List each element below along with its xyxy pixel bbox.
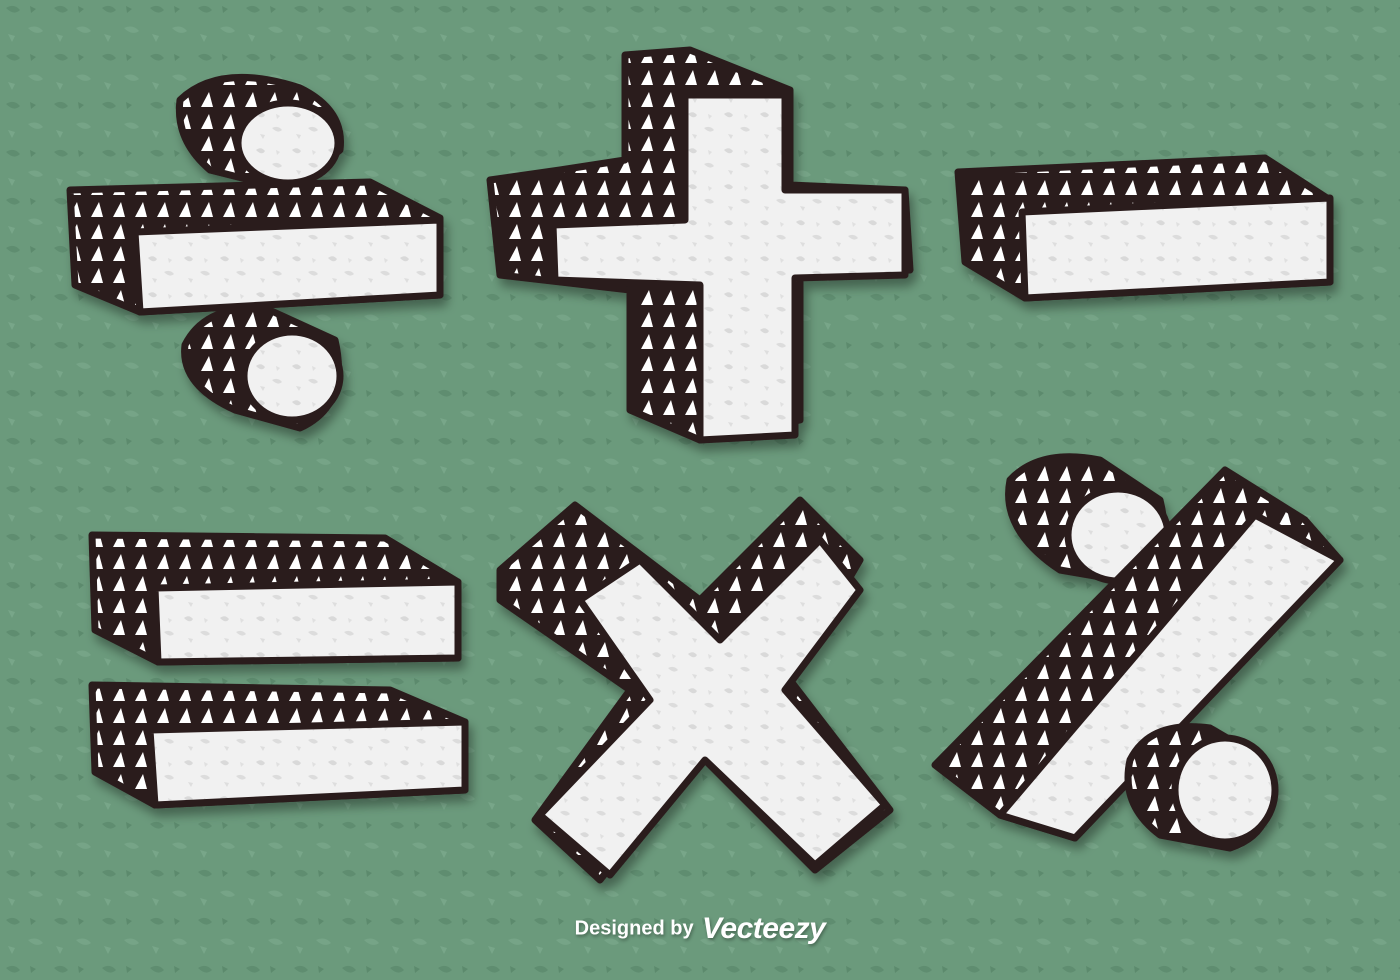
credit-prefix: Designed by <box>574 917 694 940</box>
vecteezy-logo: Vecteezy <box>702 912 826 945</box>
designer-credit: Designed by Vecteezy <box>0 912 1400 946</box>
equals-symbol <box>88 531 469 809</box>
plus-symbol <box>486 46 914 444</box>
multiply-symbol <box>496 496 894 884</box>
percent-symbol <box>931 453 1344 852</box>
divide-symbol <box>66 73 444 432</box>
minus-symbol <box>954 154 1334 302</box>
